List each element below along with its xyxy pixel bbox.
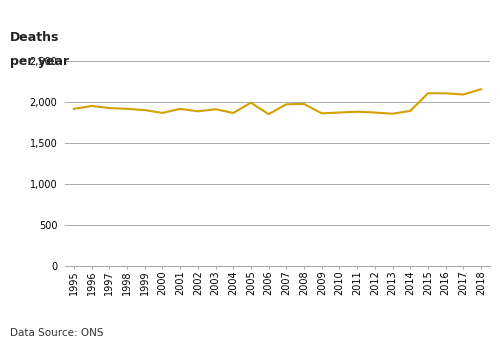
Text: Deaths: Deaths [10, 31, 59, 44]
Text: Data Source: ONS: Data Source: ONS [10, 328, 104, 338]
Text: per year: per year [10, 55, 69, 68]
